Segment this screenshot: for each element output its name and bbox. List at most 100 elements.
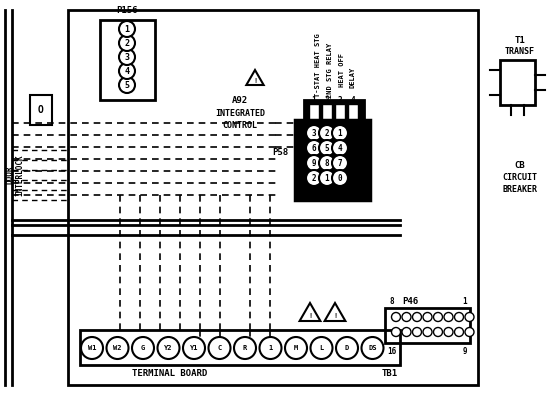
Text: P46: P46 (402, 297, 418, 307)
Circle shape (433, 327, 443, 337)
Circle shape (433, 312, 443, 322)
Text: 4: 4 (351, 96, 355, 105)
Bar (322, 104, 332, 132)
Circle shape (119, 49, 135, 65)
Text: A92: A92 (232, 96, 248, 105)
Text: W1: W1 (88, 345, 96, 351)
Text: 1: 1 (338, 128, 342, 137)
Text: C: C (217, 345, 222, 351)
Text: CB: CB (515, 160, 525, 169)
Text: D: D (345, 345, 349, 351)
Text: 9: 9 (463, 346, 468, 356)
Circle shape (423, 327, 432, 337)
Text: 9: 9 (312, 158, 316, 167)
Text: 1: 1 (268, 345, 273, 351)
Text: 1: 1 (463, 297, 468, 307)
Text: CIRCUIT: CIRCUIT (502, 173, 537, 181)
Circle shape (157, 337, 179, 359)
Circle shape (119, 77, 135, 93)
Circle shape (332, 155, 348, 171)
Text: 2ND STG RELAY: 2ND STG RELAY (327, 42, 333, 98)
Circle shape (413, 312, 422, 322)
Text: !: ! (308, 313, 312, 319)
Text: !: ! (333, 313, 337, 319)
Text: L: L (319, 345, 324, 351)
Bar (80, 330, 400, 365)
Circle shape (306, 155, 322, 171)
Circle shape (336, 337, 358, 359)
Bar (68, 10, 478, 385)
Circle shape (306, 170, 322, 186)
Text: R: R (243, 345, 247, 351)
Text: DOOR
INTERLOCK: DOOR INTERLOCK (6, 154, 25, 196)
Text: G: G (141, 345, 145, 351)
Bar (100, 20, 155, 100)
Circle shape (423, 312, 432, 322)
Bar (385, 308, 470, 343)
Bar (304, 100, 364, 135)
Circle shape (81, 337, 103, 359)
Text: W2: W2 (113, 345, 122, 351)
Text: 1: 1 (125, 24, 130, 34)
Circle shape (392, 327, 401, 337)
Text: BREAKER: BREAKER (502, 184, 537, 194)
Circle shape (402, 327, 411, 337)
Circle shape (465, 312, 474, 322)
Bar (309, 104, 319, 132)
Circle shape (319, 140, 335, 156)
Circle shape (444, 312, 453, 322)
Circle shape (332, 125, 348, 141)
Text: DELAY: DELAY (349, 66, 355, 88)
Text: 16: 16 (387, 346, 397, 356)
Circle shape (319, 155, 335, 171)
Text: 6: 6 (312, 143, 316, 152)
Text: 7: 7 (338, 158, 342, 167)
Text: TRANSF: TRANSF (505, 47, 535, 56)
Circle shape (183, 337, 205, 359)
Text: 5: 5 (325, 143, 329, 152)
Text: 8: 8 (389, 297, 394, 307)
Circle shape (208, 337, 230, 359)
Text: 2: 2 (325, 96, 329, 105)
Circle shape (106, 337, 129, 359)
Text: INTEGRATED: INTEGRATED (215, 109, 265, 117)
Circle shape (119, 63, 135, 79)
Circle shape (319, 170, 335, 186)
Text: 3: 3 (312, 128, 316, 137)
Circle shape (319, 125, 335, 141)
Circle shape (392, 312, 401, 322)
Text: 1: 1 (325, 173, 329, 182)
Circle shape (306, 140, 322, 156)
Text: 5: 5 (125, 81, 130, 90)
Text: TERMINAL BOARD: TERMINAL BOARD (132, 369, 208, 378)
Circle shape (285, 337, 307, 359)
Text: Y2: Y2 (164, 345, 173, 351)
Text: !: ! (253, 78, 257, 84)
Text: 4: 4 (125, 66, 130, 75)
Circle shape (362, 337, 383, 359)
Circle shape (234, 337, 256, 359)
Text: M: M (294, 345, 298, 351)
Circle shape (454, 327, 464, 337)
Circle shape (332, 140, 348, 156)
Text: 0: 0 (338, 173, 342, 182)
Bar (30, 95, 52, 125)
Text: Y1: Y1 (190, 345, 198, 351)
Text: 4: 4 (338, 143, 342, 152)
Circle shape (332, 170, 348, 186)
Text: 2: 2 (125, 38, 130, 47)
Text: TB1: TB1 (382, 369, 398, 378)
Bar (295, 120, 370, 200)
Text: P58: P58 (272, 147, 288, 156)
Circle shape (259, 337, 281, 359)
Text: 1: 1 (312, 96, 316, 105)
Circle shape (119, 35, 135, 51)
Bar (500, 60, 535, 105)
Circle shape (402, 312, 411, 322)
Circle shape (310, 337, 332, 359)
Circle shape (119, 21, 135, 37)
Bar (335, 104, 345, 132)
Text: 2: 2 (325, 128, 329, 137)
Text: P156: P156 (116, 6, 138, 15)
Text: 3: 3 (338, 96, 342, 105)
